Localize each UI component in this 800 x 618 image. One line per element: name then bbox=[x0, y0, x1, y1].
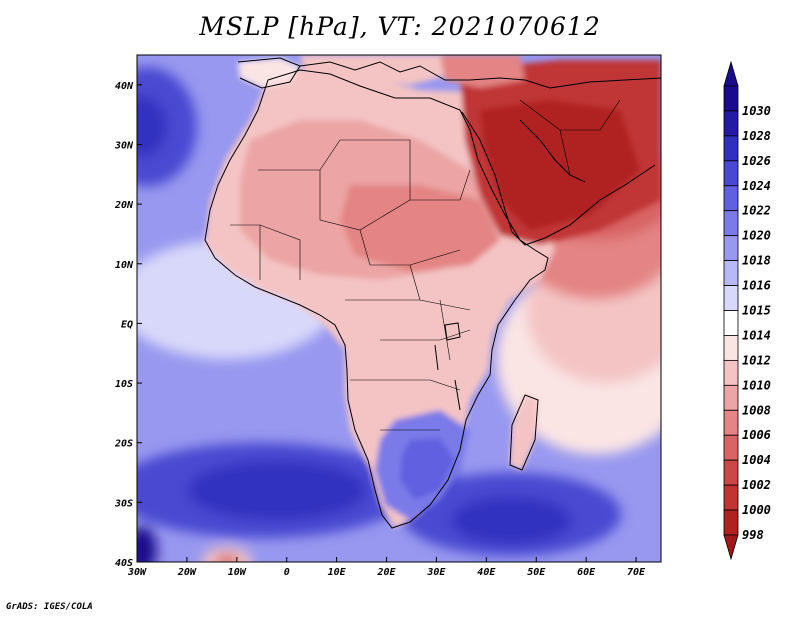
colorbar-swatch bbox=[723, 310, 739, 336]
colorbar-swatch bbox=[723, 359, 739, 386]
land-spain bbox=[238, 58, 300, 88]
y-tick-label: 20S bbox=[114, 439, 133, 450]
map-title: MSLP [hPa], VT: 2021070612 bbox=[199, 12, 601, 41]
colorbar-label: 1020 bbox=[742, 229, 771, 243]
colorbar-label: 1008 bbox=[742, 403, 771, 417]
plot-frame bbox=[136, 54, 662, 563]
blob-south-atlantic-core bbox=[186, 460, 367, 521]
colorbar-swatch bbox=[723, 235, 739, 262]
x-tick-label: 20E bbox=[376, 567, 396, 578]
colorbar-swatch bbox=[723, 459, 739, 486]
colorbar-top-arrow bbox=[723, 60, 739, 87]
iberia-coast bbox=[237, 57, 301, 89]
y-tick-label: EQ bbox=[121, 319, 133, 330]
x-tick-label: 70E bbox=[627, 567, 646, 578]
blob-sw-corner-core bbox=[137, 526, 157, 562]
colorbar-bottom-arrow bbox=[723, 534, 739, 561]
land-southern-africa-deep bbox=[400, 438, 455, 500]
lake-malawi bbox=[454, 379, 461, 411]
colorbar-label: 1010 bbox=[742, 378, 771, 392]
colorbar-swatch bbox=[723, 384, 739, 411]
x-tick-label: 20W bbox=[177, 567, 197, 578]
colorbar-label: 1002 bbox=[742, 478, 771, 492]
grads-credit: GrADS: IGES/COLA bbox=[6, 602, 93, 612]
y-tick-label: 30S bbox=[114, 498, 133, 509]
coastlines-and-borders bbox=[204, 57, 661, 529]
y-tick-label: 30N bbox=[114, 140, 134, 151]
colorbar-swatch bbox=[723, 110, 739, 137]
x-tick-label: 40E bbox=[477, 567, 496, 578]
colorbar-label: 1012 bbox=[742, 353, 771, 367]
africa-coastline bbox=[204, 69, 549, 529]
colorbar-label: 1028 bbox=[742, 129, 771, 143]
y-tick-label: 10S bbox=[115, 379, 133, 390]
colorbar-swatch bbox=[723, 335, 739, 361]
blob-azores-core bbox=[137, 96, 167, 157]
colorbar-label: 1030 bbox=[742, 104, 771, 118]
colorbar-label: 1004 bbox=[742, 453, 771, 467]
pressure-field bbox=[137, 55, 661, 562]
y-tick-label: 40S bbox=[115, 558, 133, 569]
x-tick-label: 50E bbox=[527, 567, 546, 578]
colorbar-label: 1006 bbox=[742, 428, 771, 442]
colorbar-swatch bbox=[723, 260, 739, 286]
colorbar-swatch bbox=[723, 185, 739, 212]
colorbar-label: 1015 bbox=[742, 304, 771, 318]
x-tick-label: 0 bbox=[284, 567, 290, 578]
colorbar-swatch bbox=[723, 210, 739, 237]
blob-indian-ocean-core bbox=[451, 496, 572, 545]
x-tick-label: 60E bbox=[577, 567, 596, 578]
colorbar-label: 1024 bbox=[742, 179, 771, 193]
y-tick-label: 10N bbox=[115, 260, 134, 271]
land-europe-south bbox=[300, 55, 450, 85]
madagascar-coastline bbox=[509, 394, 539, 471]
colorbar-swatch bbox=[723, 509, 739, 536]
mediterranean-north-coast bbox=[299, 61, 661, 89]
x-axis-ticks: 30W 20W 10W 0 10E 20E 30E 40E 50E 60E 70E bbox=[127, 557, 646, 578]
colorbar-swatch bbox=[723, 484, 739, 511]
colorbar-label: 1018 bbox=[742, 254, 771, 268]
colorbar-label: 1026 bbox=[742, 154, 771, 168]
x-tick-label: 30E bbox=[426, 567, 446, 578]
blob-south-atl-low bbox=[201, 547, 252, 562]
country-borders bbox=[230, 99, 621, 431]
colorbar-swatch bbox=[723, 434, 739, 461]
x-tick-label: 30W bbox=[127, 567, 147, 578]
y-tick-label: 20N bbox=[114, 200, 134, 211]
y-axis-ticks: 40N 30N 20N 10N EQ 10S 20S 30S 40S bbox=[114, 81, 142, 569]
blob-south-atl-low-core bbox=[214, 554, 240, 562]
x-tick-label: 10W bbox=[228, 567, 247, 578]
persian-gulf-coast bbox=[519, 119, 586, 183]
red-sea-and-arabia-coast bbox=[461, 111, 656, 246]
lake-tanganyika bbox=[434, 344, 439, 371]
colorbar: 1030 1028 1026 1024 1022 1020 1018 1016 1015 1014… bbox=[723, 60, 771, 561]
colorbar-label: 1016 bbox=[742, 279, 771, 293]
colorbar-swatch bbox=[723, 135, 739, 162]
colorbar-swatch bbox=[723, 85, 739, 112]
colorbar-swatch bbox=[723, 409, 739, 436]
lake-victoria bbox=[444, 322, 461, 341]
colorbar-swatch bbox=[723, 285, 739, 311]
colorbar-label: 1014 bbox=[742, 328, 771, 342]
colorbar-label: 1000 bbox=[742, 503, 771, 517]
x-tick-label: 10E bbox=[328, 567, 347, 578]
colorbar-label: 998 bbox=[742, 528, 764, 542]
colorbar-swatch bbox=[723, 160, 739, 187]
colorbar-label: 1022 bbox=[742, 204, 771, 218]
y-tick-label: 40N bbox=[115, 81, 134, 92]
